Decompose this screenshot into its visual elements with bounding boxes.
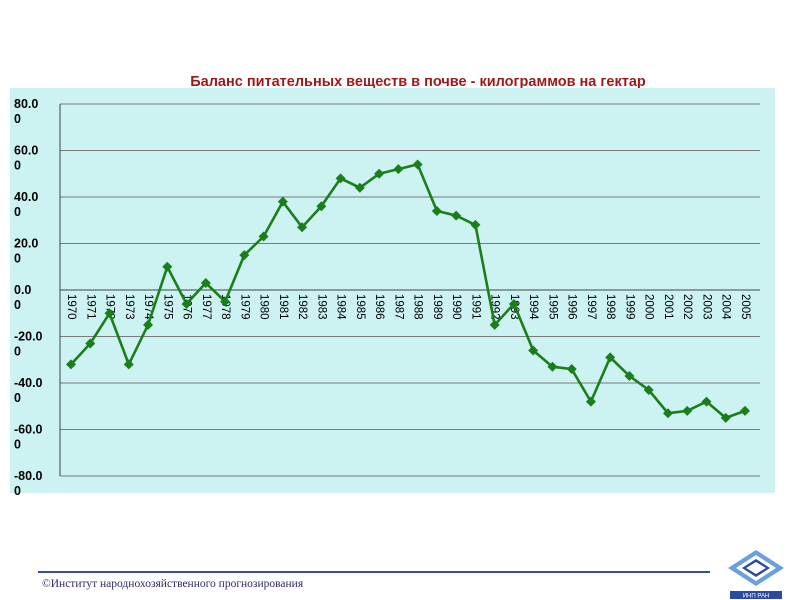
footer-copyright: ©Институт народнохозяйственного прогнози… — [42, 578, 304, 590]
x-tick-label: 2004 — [720, 294, 732, 320]
data-point-marker — [374, 168, 385, 179]
data-point-marker — [451, 210, 462, 221]
x-tick-label: 2000 — [643, 294, 655, 320]
data-point-marker — [239, 250, 250, 261]
x-tick-label: 1987 — [392, 294, 404, 320]
y-tick-label: -80.0 0 — [14, 469, 43, 498]
y-tick-label: -20.0 0 — [14, 330, 43, 359]
data-point-marker — [181, 298, 192, 309]
data-point-marker — [143, 319, 154, 330]
logo-caption: ИНП РАН — [743, 594, 770, 600]
x-tick-label: 1981 — [277, 294, 289, 320]
data-point-marker — [66, 359, 76, 370]
data-point-marker — [489, 319, 500, 330]
data-point-marker — [566, 364, 577, 375]
data-point-marker — [431, 205, 442, 216]
data-point-marker — [470, 219, 481, 230]
data-point-marker — [662, 408, 673, 419]
x-tick-label: 1988 — [412, 294, 424, 320]
series-line — [70, 162, 746, 420]
x-tick-label: 1985 — [354, 294, 366, 320]
institute-logo: ИНП РАН — [728, 550, 784, 600]
x-tick-label: 1979 — [238, 294, 250, 320]
x-tick-label: 1989 — [431, 294, 443, 320]
data-point-marker — [354, 182, 365, 193]
data-point-marker — [605, 352, 616, 363]
data-point-marker — [85, 338, 96, 349]
x-tick-label: 1971 — [84, 294, 96, 320]
data-point-marker — [162, 261, 173, 272]
data-point-marker — [624, 371, 635, 382]
x-tick-label: 1984 — [335, 294, 347, 320]
x-tick-label: 1980 — [258, 294, 270, 320]
data-point-marker — [682, 405, 693, 416]
chart-title: Баланс питательных веществ в почве - кил… — [190, 74, 646, 90]
series-markers — [66, 159, 750, 423]
y-tick-label: 0.0 0 — [14, 283, 31, 312]
x-tick-label: 1998 — [604, 294, 616, 320]
y-tick-label: 80.0 0 — [14, 97, 38, 126]
x-tick-label: 1970 — [65, 294, 77, 320]
y-tick-labels: 80.0 0 60.0 0 40.0 0 20.0 0 0.0 0 -20.0 0 -40.0 0 -60.… — [14, 97, 43, 498]
x-tick-label: 1990 — [450, 294, 462, 320]
data-point-marker — [123, 359, 134, 370]
x-tick-label: 1973 — [123, 294, 135, 320]
footer-rule — [38, 571, 710, 573]
x-tick-label: 1999 — [623, 294, 635, 320]
x-tick-label: 1996 — [566, 294, 578, 320]
data-point-marker — [297, 222, 308, 233]
data-point-marker — [104, 308, 115, 319]
x-tick-label: 1995 — [546, 294, 558, 320]
x-tick-label: 2005 — [739, 294, 751, 320]
data-point-marker — [220, 296, 231, 307]
x-tick-label: 1982 — [296, 294, 308, 320]
data-point-marker — [585, 396, 596, 407]
x-tick-label: 1994 — [527, 294, 539, 320]
data-point-marker — [720, 412, 731, 423]
data-point-marker — [316, 201, 327, 212]
x-tick-label: 1983 — [315, 294, 327, 320]
data-point-marker — [393, 164, 404, 175]
y-tick-label: 60.0 0 — [14, 144, 38, 173]
data-point-marker — [335, 173, 346, 184]
data-point-marker — [740, 405, 750, 416]
data-point-marker — [508, 298, 519, 309]
y-tick-label: -60.0 0 — [14, 423, 43, 452]
y-tick-label: -40.0 0 — [14, 376, 43, 405]
x-tick-label: 1977 — [200, 294, 212, 320]
data-point-marker — [547, 361, 558, 372]
x-tick-label: 1991 — [469, 294, 481, 320]
x-tick-label: 1986 — [373, 294, 385, 320]
data-point-marker — [643, 384, 654, 395]
y-tick-label: 40.0 0 — [14, 190, 38, 219]
y-tick-label: 20.0 0 — [14, 237, 38, 266]
data-point-marker — [277, 196, 288, 207]
data-point-marker — [200, 278, 211, 289]
x-tick-label: 2003 — [700, 294, 712, 320]
data-point-marker — [701, 396, 712, 407]
data-point-marker — [258, 231, 269, 242]
gridlines — [60, 103, 760, 477]
x-tick-label: 1975 — [161, 294, 173, 320]
data-point-marker — [412, 159, 423, 170]
data-point-marker — [528, 345, 539, 356]
x-tick-label: 2002 — [681, 294, 693, 320]
x-tick-label: 2001 — [662, 294, 674, 320]
x-tick-label: 1997 — [585, 294, 597, 320]
